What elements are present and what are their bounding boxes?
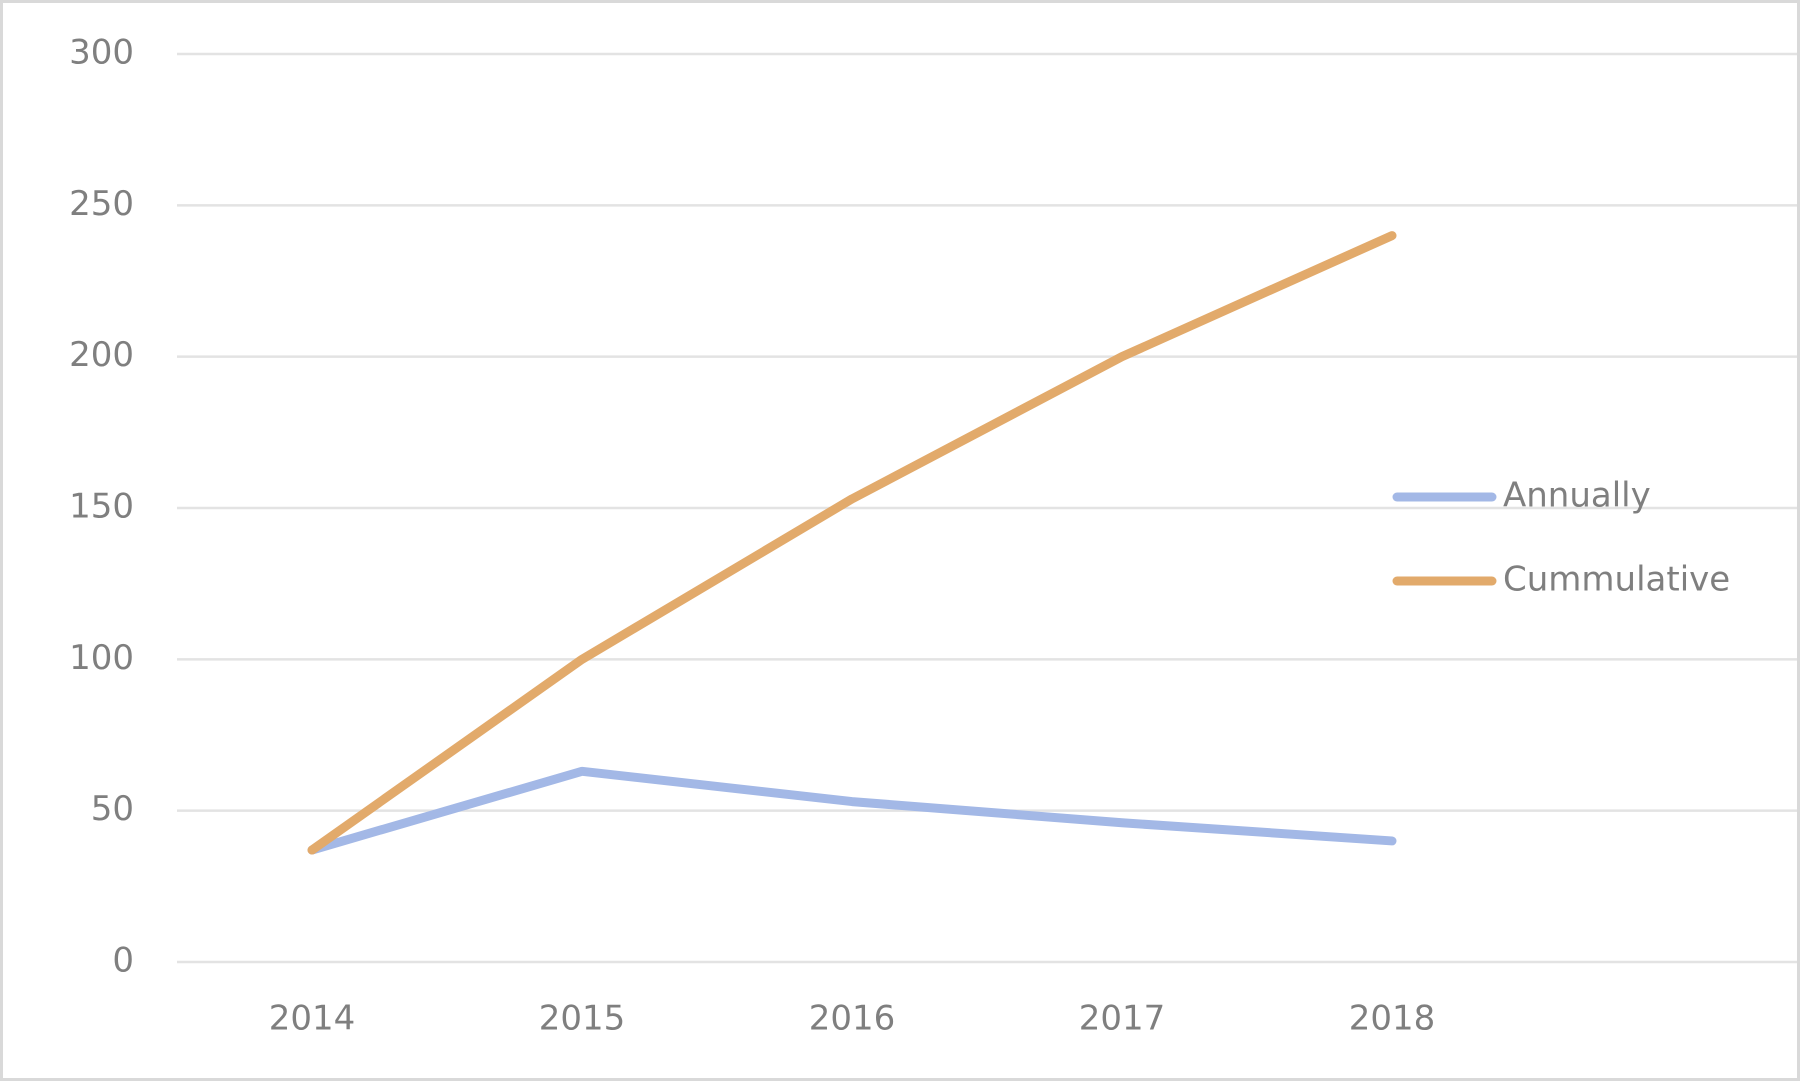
x-tick-label: 2014 xyxy=(269,999,356,1039)
y-tick-label: 300 xyxy=(69,33,134,73)
y-tick-label: 50 xyxy=(91,789,134,829)
y-tick-label: 150 xyxy=(69,487,134,527)
y-tick-label: 100 xyxy=(69,638,134,678)
x-tick-label: 2015 xyxy=(539,999,626,1039)
x-tick-label: 2017 xyxy=(1079,999,1166,1039)
series-line xyxy=(307,766,1397,855)
y-tick-label: 250 xyxy=(69,184,134,224)
y-tick-label: 200 xyxy=(69,335,134,375)
legend-label: Annually xyxy=(1503,476,1651,516)
x-tick-label: 2016 xyxy=(809,999,896,1039)
legend-label: Cummulative xyxy=(1503,560,1730,600)
x-tick-label: 2018 xyxy=(1349,999,1436,1039)
series-line xyxy=(307,231,1397,855)
y-tick-label: 0 xyxy=(112,941,134,981)
